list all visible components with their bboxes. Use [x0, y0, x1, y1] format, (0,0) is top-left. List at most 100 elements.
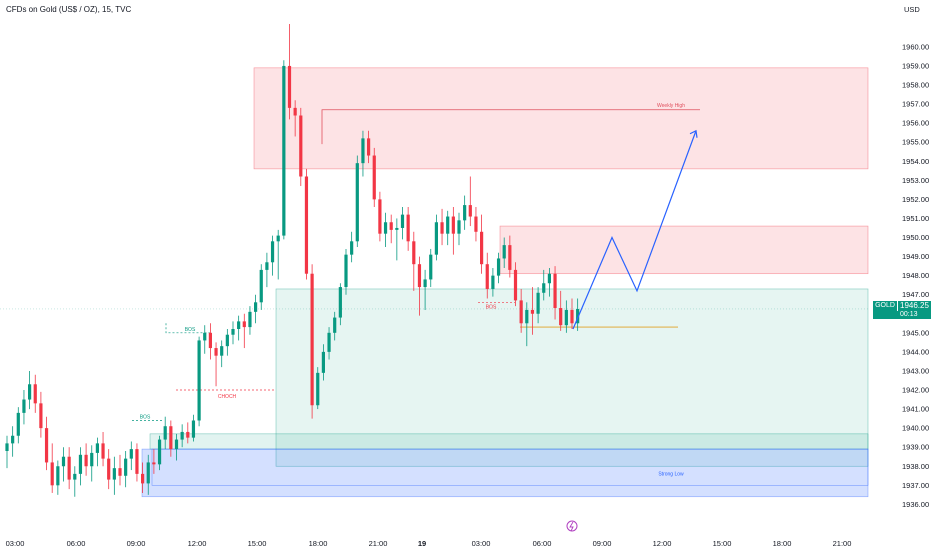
candle: [191, 414, 196, 442]
x-tick-label: 09:00: [593, 539, 612, 548]
weekly-high-line: [321, 109, 700, 145]
candle: [451, 207, 455, 255]
x-tick-label: 06:00: [67, 539, 86, 548]
candle-body: [429, 254, 433, 280]
zone-demand-inner: [149, 433, 869, 450]
candle: [163, 416, 167, 450]
y-tick-label: 1941.00: [902, 405, 929, 414]
candle-body: [525, 309, 529, 324]
candle: [423, 269, 427, 310]
candles-layer: [5, 24, 580, 497]
y-tick-label: 1958.00: [902, 81, 929, 90]
candle-body: [22, 399, 26, 413]
candle: [519, 288, 523, 333]
candle: [197, 336, 201, 427]
price-tag-value: 1946.25: [900, 301, 929, 310]
candle-body: [220, 346, 224, 356]
candle: [310, 264, 314, 419]
candle: [367, 130, 371, 164]
candle: [248, 306, 252, 335]
candle: [141, 462, 145, 493]
candle: [400, 207, 405, 240]
candle-body: [56, 466, 60, 486]
candle-body: [451, 216, 455, 234]
strong-low-label: Strong Low: [658, 471, 684, 477]
y-tick-label: 1945.00: [902, 328, 929, 337]
candle: [56, 460, 60, 495]
candle: [135, 443, 139, 482]
candle-body: [259, 269, 263, 303]
candle-body: [480, 231, 484, 265]
candle: [287, 24, 292, 120]
candle: [180, 424, 184, 448]
candle-body: [406, 214, 410, 242]
candle: [78, 447, 83, 486]
candle: [372, 147, 376, 207]
zones-layer: [141, 67, 869, 498]
candle-body: [5, 443, 9, 451]
x-tick-label: 12:00: [653, 539, 672, 548]
x-tick-label: 09:00: [127, 539, 146, 548]
candle: [152, 449, 156, 474]
chart-title: CFDs on Gold (US$ / OZ), 15, TVC: [6, 5, 132, 14]
x-tick-label: 12:00: [188, 539, 207, 548]
candle: [299, 107, 303, 187]
candle: [525, 302, 529, 347]
candle-body: [491, 275, 495, 289]
candle-body: [152, 462, 156, 465]
candle: [463, 195, 467, 230]
candle-body: [50, 462, 54, 486]
candle-body: [287, 65, 292, 108]
candle: [327, 327, 331, 360]
x-tick-label: 21:00: [833, 539, 852, 548]
y-tick-label: 1948.00: [902, 271, 929, 280]
candle: [417, 256, 422, 316]
candle-body: [508, 245, 512, 270]
candle: [254, 294, 258, 324]
candle-body: [395, 227, 399, 230]
candle-body: [372, 155, 376, 200]
candle-body: [191, 420, 196, 438]
candle-body: [327, 332, 331, 352]
candle-body: [180, 431, 184, 440]
candle: [265, 252, 269, 288]
candle: [67, 447, 71, 490]
candle-body: [553, 273, 557, 309]
weekly-high-label: Weekly High: [657, 103, 685, 109]
candle: [553, 266, 557, 320]
candle: [576, 298, 580, 331]
candle-body: [502, 245, 506, 259]
candle-body: [225, 334, 229, 347]
candle-body: [338, 287, 342, 318]
projection-arrowhead: [689, 129, 698, 138]
candle-body: [383, 222, 388, 234]
candle-body: [73, 473, 77, 480]
candle-body: [276, 235, 280, 242]
candle: [502, 237, 506, 268]
candle-body: [231, 329, 235, 335]
zone-supply-upper: [253, 67, 869, 170]
bos-label-1: BOS: [185, 327, 196, 333]
candle: [350, 231, 354, 263]
candle-body: [11, 435, 15, 444]
candle: [61, 447, 66, 482]
candle-body: [463, 205, 467, 221]
candle-body: [203, 332, 207, 341]
candle: [333, 311, 337, 341]
candle: [129, 441, 133, 471]
candle: [559, 290, 563, 331]
candle-body: [576, 308, 580, 324]
candle-body: [485, 264, 489, 289]
candle: [73, 466, 77, 497]
candle: [44, 416, 49, 471]
y-tick-label: 1951.00: [902, 214, 929, 223]
candle-body: [28, 384, 32, 400]
candle: [237, 315, 241, 341]
y-tick-label: 1937.00: [902, 481, 929, 490]
bos-label-2: BOS: [140, 415, 151, 421]
candle-body: [101, 443, 105, 459]
y-tick-label: 1947.00: [902, 290, 929, 299]
candle-body: [129, 449, 133, 459]
